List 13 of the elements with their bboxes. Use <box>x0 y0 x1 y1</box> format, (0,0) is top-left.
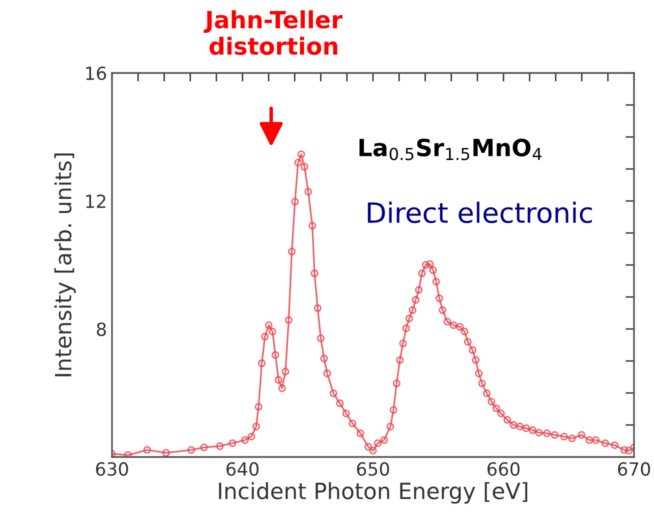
y-tick-label: 16 <box>86 66 106 80</box>
x-tick-label: 660 <box>488 462 520 476</box>
x-tick-label: 670 <box>618 462 650 476</box>
y-tick-label: 8 <box>96 322 106 336</box>
text: Jahn-Teller distortion <box>204 10 342 55</box>
x-tick-label: 650 <box>357 462 390 476</box>
x-axis-title: Incident Photon Energy [eV] <box>219 482 528 504</box>
annotation: La$_{0.5}$Sr$_{1.5}$MnO$_{4}$ <box>360 138 542 160</box>
y-tick-label: 12 <box>86 194 106 208</box>
y-axis-title: Intensity [arb. units] <box>54 154 76 376</box>
x-tick-label: 630 <box>96 462 128 476</box>
annotation: Direct electronic <box>368 202 592 224</box>
x-tick-label: 640 <box>226 462 259 476</box>
